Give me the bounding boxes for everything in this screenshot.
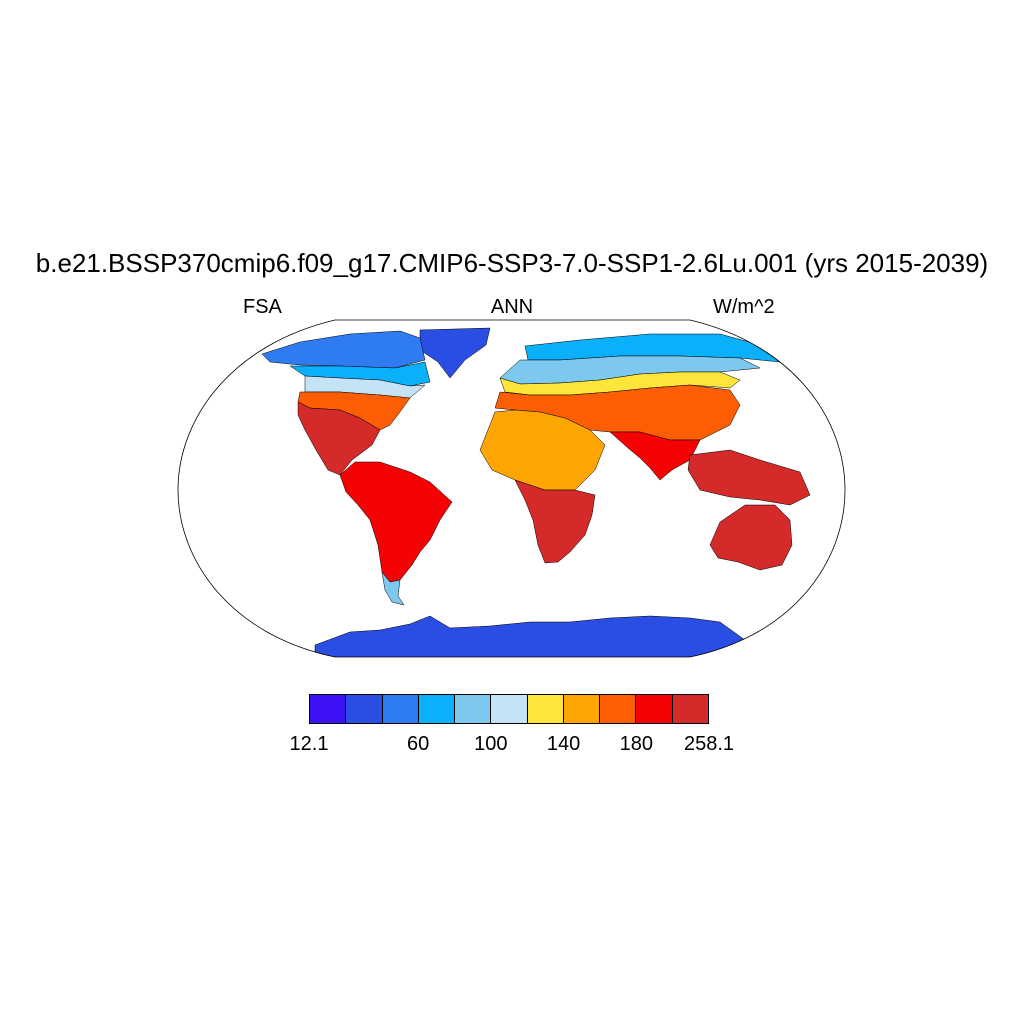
colorbar-label: 258.1 bbox=[683, 733, 735, 755]
variable-label: FSA bbox=[243, 296, 282, 318]
colorbar-box bbox=[491, 695, 528, 723]
colorbar-box bbox=[600, 695, 637, 723]
season-label: ANN bbox=[490, 296, 534, 318]
colorbar-label: 60 bbox=[406, 733, 430, 755]
colorbar-box bbox=[346, 695, 383, 723]
colorbar-box bbox=[310, 695, 347, 723]
colorbar-box bbox=[418, 695, 456, 723]
region-north-america-arctic bbox=[261, 330, 426, 369]
region-patagonia bbox=[381, 571, 405, 606]
region-mexico-central-america bbox=[297, 401, 381, 476]
colorbar-label: 100 bbox=[474, 733, 508, 755]
region-africa-south bbox=[514, 479, 596, 564]
colorbar-box bbox=[382, 695, 419, 723]
region-south-asia bbox=[609, 431, 701, 481]
colorbar-box bbox=[527, 695, 564, 723]
map-boundary bbox=[177, 319, 846, 658]
colorbar-label: 12.1 bbox=[289, 733, 329, 755]
plot-title: b.e21.BSSP370cmip6.f09_g17.CMIP6-SSP3-7.… bbox=[35, 248, 989, 278]
colorbar-label: 180 bbox=[619, 733, 653, 755]
region-australia bbox=[709, 504, 793, 571]
region-africa-north bbox=[479, 409, 606, 491]
colorbar bbox=[309, 694, 709, 724]
colorbar-labels: 12.1 60 100 140 180 258.1 bbox=[0, 733, 1024, 759]
colorbar-box bbox=[636, 695, 673, 723]
region-south-america bbox=[339, 461, 453, 583]
colorbar-box bbox=[455, 695, 492, 723]
units-label: W/m^2 bbox=[713, 296, 775, 318]
colorbar-box bbox=[563, 695, 601, 723]
colorbar-label: 140 bbox=[546, 733, 581, 755]
colorbar-box bbox=[672, 695, 708, 723]
region-southeast-asia bbox=[687, 449, 811, 506]
